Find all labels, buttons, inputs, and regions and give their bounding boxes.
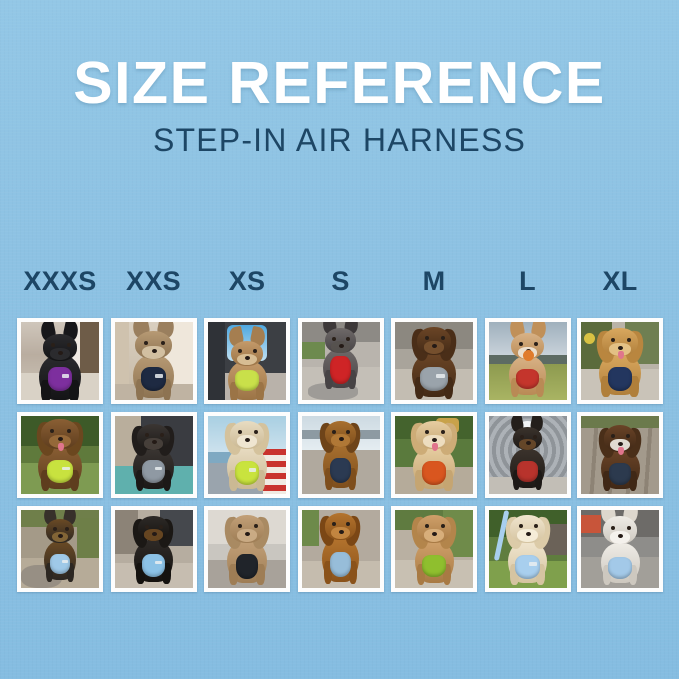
pet-photo-tabby-cat [114, 322, 193, 400]
photo-cell [17, 318, 103, 404]
pet-photo-black-kitten [21, 322, 99, 400]
size-label-xs: XS [228, 266, 266, 296]
pet-photo-smooth-dachshund [301, 416, 380, 494]
photo-cell [17, 412, 103, 498]
pet-photo-red-dachshund [301, 510, 380, 588]
pet-photo-apricot-cockapoo [395, 510, 473, 588]
photo-cell [204, 506, 290, 592]
pet-photo-black-lab-puppy [114, 416, 193, 494]
page-subtitle: STEP-IN AIR HARNESS [152, 122, 527, 158]
photo-cell [577, 506, 663, 592]
photo-cell [110, 506, 197, 592]
photo-cell [17, 506, 103, 592]
pet-photo-golden-retriever-puppy [395, 416, 473, 494]
size-label-xxs: XXS [126, 266, 181, 296]
header: SIZE REFERENCE STEP-IN AIR HARNESS [0, 52, 679, 158]
photo-cell [391, 412, 477, 498]
photo-cell [484, 412, 571, 498]
pet-photo-cockapoo [21, 416, 99, 494]
photo-cell [484, 318, 571, 404]
size-label-m: M [422, 266, 446, 296]
pet-photo-long-haired-dachshund [395, 322, 473, 400]
photo-cell [297, 506, 384, 592]
size-label-l: L [519, 266, 536, 296]
photo-cell [110, 412, 197, 498]
photo-cell [484, 506, 571, 592]
photo-cell [577, 412, 663, 498]
photo-cell [297, 318, 384, 404]
size-label-xxxs: XXXS [23, 266, 97, 296]
photo-cell [297, 412, 384, 498]
pet-photo-bengal-cat-in-car [208, 322, 286, 400]
pet-photo-brown-white-dog-on-deck [581, 416, 659, 494]
pet-photo-black-tan-dachshund [114, 510, 193, 588]
pet-photo-golden-retriever [581, 322, 659, 400]
pet-photo-yorkshire-terrier [21, 510, 99, 588]
pet-photo-shiba-inu-with-ball [488, 322, 567, 400]
photo-cell [204, 318, 290, 404]
size-label-xl: XL [602, 266, 638, 296]
pet-photo-golden-retriever-puppy-leash [488, 510, 567, 588]
photo-cell [204, 412, 290, 498]
pet-photo-french-bulldog [301, 322, 380, 400]
pet-photo-cream-retriever-puppy [208, 416, 286, 494]
pet-photo-kelpie-in-tunnel [488, 416, 567, 494]
photo-cell [391, 506, 477, 592]
photo-cell [110, 318, 197, 404]
size-label-s: S [331, 266, 350, 296]
photo-cell [577, 318, 663, 404]
size-label-row: XXXS XXS XS S M L XL [17, 264, 663, 302]
pet-photo-poodle-mix [208, 510, 286, 588]
page-title: SIZE REFERENCE [73, 50, 606, 116]
pet-photo-white-shepherd-mix [581, 510, 659, 588]
photo-cell [391, 318, 477, 404]
